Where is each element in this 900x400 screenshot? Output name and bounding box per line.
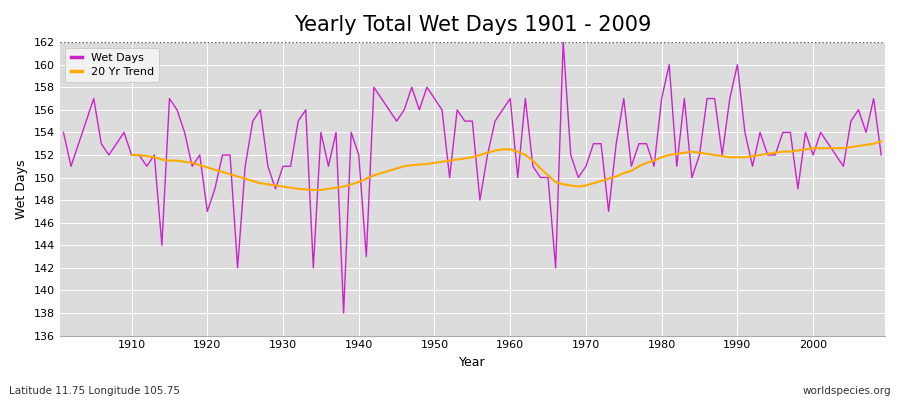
20 Yr Trend: [845, 145, 856, 150]
Wet Days: [558, 40, 569, 44]
Wet Days: [611, 141, 622, 146]
20 Yr Trend: [270, 183, 281, 188]
20 Yr Trend: [876, 139, 886, 144]
20 Yr Trend: [308, 188, 319, 192]
Wet Days: [285, 164, 296, 169]
Wet Days: [512, 175, 523, 180]
Wet Days: [338, 311, 349, 316]
20 Yr Trend: [301, 187, 311, 192]
20 Yr Trend: [580, 183, 591, 188]
Legend: Wet Days, 20 Yr Trend: Wet Days, 20 Yr Trend: [65, 48, 159, 82]
X-axis label: Year: Year: [459, 356, 486, 369]
Line: Wet Days: Wet Days: [64, 42, 881, 313]
Title: Yearly Total Wet Days 1901 - 2009: Yearly Total Wet Days 1901 - 2009: [293, 15, 651, 35]
Wet Days: [876, 152, 886, 157]
Y-axis label: Wet Days: Wet Days: [15, 159, 28, 218]
Text: worldspecies.org: worldspecies.org: [803, 386, 891, 396]
20 Yr Trend: [520, 152, 531, 157]
20 Yr Trend: [823, 146, 833, 151]
Wet Days: [58, 130, 69, 135]
Wet Days: [330, 130, 341, 135]
Wet Days: [505, 96, 516, 101]
Wet Days: [119, 130, 130, 135]
20 Yr Trend: [126, 152, 137, 157]
Text: Latitude 11.75 Longitude 105.75: Latitude 11.75 Longitude 105.75: [9, 386, 180, 396]
Line: 20 Yr Trend: 20 Yr Trend: [131, 142, 881, 190]
